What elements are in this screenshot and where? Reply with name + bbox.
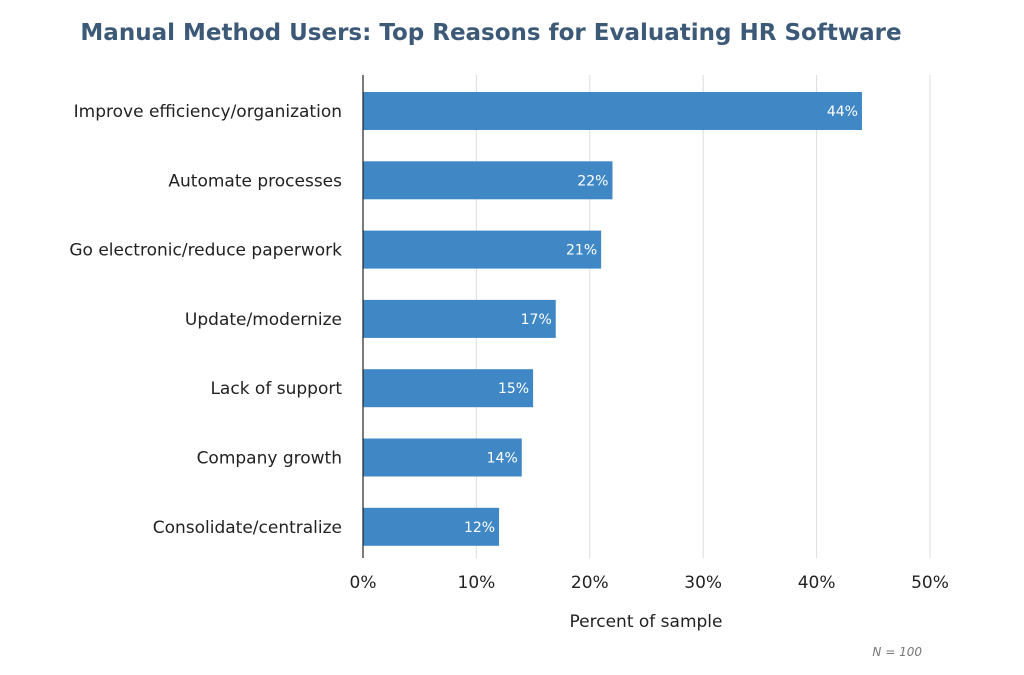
bar [363,230,602,269]
bar [363,438,522,477]
bar [363,507,500,546]
category-label: Go electronic/reduce paperwork [69,241,342,261]
category-label: Company growth [197,449,342,469]
x-tick-label: 40% [798,573,836,593]
bar [363,161,613,200]
bar [363,369,534,408]
bar [363,299,556,338]
bar-value-label: 21% [566,243,597,259]
x-axis-title: Percent of sample [570,612,723,632]
gridlines [475,75,931,558]
category-label: Lack of support [210,379,342,399]
bar [363,92,862,130]
x-tick-label: 0% [350,573,377,593]
category-label: Automate processes [168,171,342,191]
x-tick-label: 50% [911,573,949,593]
chart-title: Manual Method Users: Top Reasons for Eva… [80,20,901,46]
category-label: Update/modernize [185,310,342,330]
x-tick-label: 10% [458,573,496,593]
bar-value-label: 15% [498,381,529,397]
bar-value-label: 14% [487,451,518,467]
x-axis-ticks: 0% 10% 20% 30% 40% 50% [350,573,949,593]
category-label: Consolidate/centralize [153,518,342,538]
category-label: Improve efficiency/organization [74,102,342,122]
bar-value-label: 44% [827,104,858,120]
x-tick-label: 20% [571,573,609,593]
x-tick-label: 30% [684,573,722,593]
bars: 44% 22% 21% 17% 15% 14% 12% [363,92,862,546]
category-labels: Improve efficiency/organization Automate … [69,102,342,538]
bar-value-label: 22% [577,173,608,189]
bar-value-label: 12% [464,520,495,536]
bar-value-label: 17% [521,312,552,328]
sample-size-note: N = 100 [872,645,922,659]
